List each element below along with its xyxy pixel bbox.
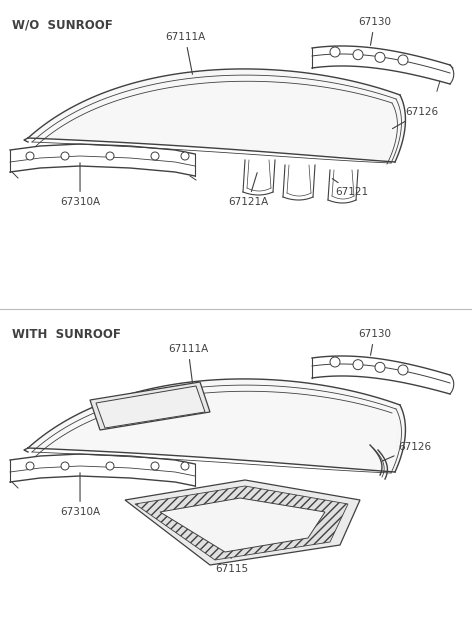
- Polygon shape: [28, 69, 405, 162]
- Circle shape: [106, 462, 114, 470]
- Circle shape: [398, 365, 408, 375]
- Polygon shape: [96, 386, 205, 428]
- Text: 67121: 67121: [332, 179, 368, 197]
- Text: 67111A: 67111A: [165, 32, 205, 74]
- Text: 67126: 67126: [382, 442, 431, 461]
- Circle shape: [26, 152, 34, 160]
- Polygon shape: [28, 379, 405, 472]
- Text: 67130: 67130: [358, 329, 391, 355]
- Circle shape: [375, 362, 385, 373]
- Circle shape: [398, 55, 408, 65]
- Polygon shape: [90, 382, 210, 430]
- Circle shape: [330, 357, 340, 367]
- Polygon shape: [135, 486, 348, 560]
- Circle shape: [106, 152, 114, 160]
- Circle shape: [181, 152, 189, 160]
- Text: 67130: 67130: [358, 17, 391, 45]
- Circle shape: [353, 360, 363, 370]
- Text: 67115: 67115: [215, 533, 248, 574]
- Circle shape: [151, 152, 159, 160]
- Polygon shape: [125, 480, 360, 565]
- Circle shape: [353, 50, 363, 60]
- Circle shape: [61, 152, 69, 160]
- Circle shape: [61, 462, 69, 470]
- Text: 67111A: 67111A: [168, 344, 208, 384]
- Text: 67126: 67126: [392, 107, 438, 128]
- Text: 67310A: 67310A: [60, 473, 100, 517]
- Circle shape: [151, 462, 159, 470]
- Circle shape: [375, 52, 385, 63]
- Circle shape: [181, 462, 189, 470]
- Circle shape: [26, 462, 34, 470]
- Text: 67121A: 67121A: [228, 172, 268, 207]
- Circle shape: [330, 47, 340, 57]
- Text: 67310A: 67310A: [60, 163, 100, 207]
- Polygon shape: [160, 498, 325, 552]
- Text: W/O  SUNROOF: W/O SUNROOF: [12, 18, 113, 31]
- Text: WITH  SUNROOF: WITH SUNROOF: [12, 328, 121, 341]
